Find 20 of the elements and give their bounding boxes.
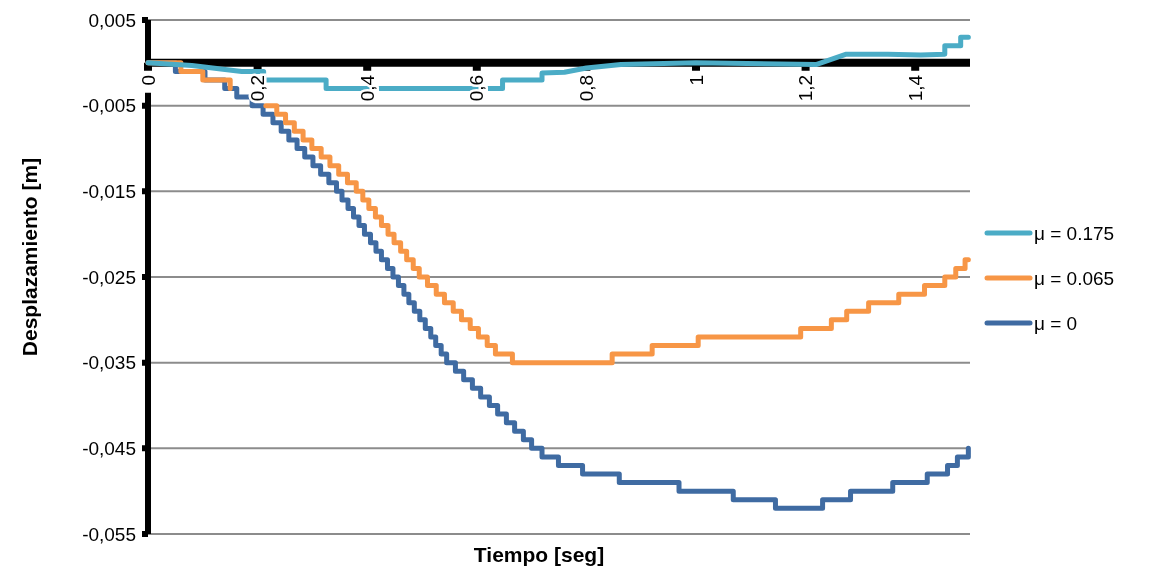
y-tick-label: -0,015 — [82, 180, 136, 202]
x-tick-label: 1 — [685, 74, 707, 86]
y-tick-label: -0,025 — [82, 266, 136, 288]
x-tick-label: 0,2 — [247, 74, 269, 102]
y-tick-label: -0,055 — [82, 523, 136, 545]
x-tick-label: 0,4 — [356, 74, 378, 102]
y-tick-label: 0,005 — [88, 9, 136, 31]
x-tick-label: 0,6 — [466, 74, 488, 102]
legend-label: μ = 0 — [1034, 312, 1078, 334]
x-tick-label: 1,4 — [904, 74, 926, 102]
x-axis-title: Tiempo [seg] — [473, 543, 605, 566]
x-tick-label: 0,8 — [576, 74, 598, 102]
y-tick-label: -0,005 — [82, 95, 136, 117]
y-tick-label: -0,045 — [82, 437, 136, 459]
y-axis-title: Desplazamiento [m] — [18, 157, 42, 357]
x-tick-label: 1,2 — [795, 74, 817, 102]
legend-label: μ = 0.175 — [1034, 222, 1115, 244]
x-tick-label: 0 — [137, 74, 159, 86]
y-tick-label: -0,035 — [82, 352, 136, 374]
legend-label: μ = 0.065 — [1034, 267, 1115, 289]
